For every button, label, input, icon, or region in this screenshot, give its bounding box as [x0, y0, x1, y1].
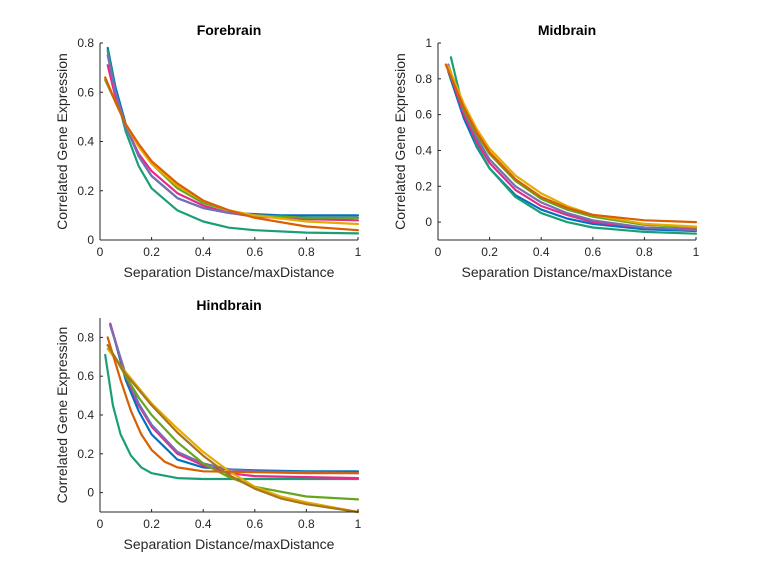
- x-tick-label: 0: [435, 245, 442, 259]
- series-line-7: [444, 63, 698, 224]
- y-tick-label: 0.8: [415, 72, 432, 86]
- series-line-7: [104, 76, 360, 232]
- y-axis-label: Correlated Gene Expression: [54, 53, 70, 230]
- x-axis-label: Separation Distance/maxDistance: [462, 264, 673, 280]
- chart-panel-forebrain: Forebrain 0 0.2 0.4 0.6 0.8 1 0 0.2 0.4 0.6 0.8 Sepa…: [54, 22, 362, 280]
- x-tick-label: 0.8: [298, 517, 315, 531]
- y-tick-label: 0: [425, 215, 432, 229]
- series-line-6: [447, 65, 698, 228]
- x-tick-label: 1: [693, 245, 700, 259]
- x-tick-label: 0.8: [636, 245, 653, 259]
- series-line-3: [106, 64, 360, 222]
- series-line-4: [447, 63, 698, 232]
- x-axis-label: Separation Distance/maxDistance: [124, 264, 335, 280]
- x-tick-label: 0.6: [246, 517, 263, 531]
- x-tick-label: 1: [355, 517, 362, 531]
- chart-panel-midbrain: Midbrain 0 0.2 0.4 0.6 0.8 1 0 0.2 0.4 0.6 0.8 1 Sepa…: [392, 22, 700, 280]
- x-tick-label: 0: [97, 245, 104, 259]
- chart-title: Hindbrain: [196, 297, 261, 313]
- y-tick-label: 0.4: [415, 143, 432, 157]
- x-tick-label: 0.8: [298, 245, 315, 259]
- y-tick-label: 0.6: [77, 369, 94, 383]
- series-line-2: [104, 353, 360, 481]
- x-tick-label: 0.4: [195, 245, 212, 259]
- y-tick-label: 0.2: [415, 179, 432, 193]
- y-axis-label: Correlated Gene Expression: [54, 327, 70, 504]
- series-line-2: [106, 49, 360, 235]
- x-axis-label: Separation Distance/maxDistance: [124, 536, 335, 552]
- y-tick-label: 0.6: [415, 108, 432, 122]
- series-line-1: [447, 70, 698, 233]
- y-tick-label: 0.6: [77, 85, 94, 99]
- chart-panel-hindbrain: Hindbrain 0 0.2 0.4 0.6 0.8 1 0 0.2 0.4 0.6 0.8 Sepa…: [54, 297, 362, 552]
- series-line-4: [106, 54, 360, 219]
- x-tick-label: 0.6: [584, 245, 601, 259]
- series-group: [444, 56, 698, 235]
- y-tick-label: 0.4: [77, 135, 94, 149]
- series-group: [104, 46, 360, 235]
- y-tick-label: 1: [425, 36, 432, 50]
- chart-title: Midbrain: [538, 22, 596, 38]
- y-tick-label: 0.4: [77, 408, 94, 422]
- x-tick-label: 0.4: [533, 245, 550, 259]
- y-tick-label: 0.2: [77, 447, 94, 461]
- series-group: [104, 322, 360, 514]
- x-tick-label: 0.4: [195, 517, 212, 531]
- series-line-1: [106, 46, 360, 217]
- series-line-8: [106, 344, 360, 514]
- y-tick-label: 0: [87, 233, 94, 247]
- x-tick-label: 0.2: [481, 245, 498, 259]
- y-axis-label: Correlated Gene Expression: [392, 53, 408, 230]
- y-tick-label: 0: [87, 486, 94, 500]
- series-line-5: [106, 344, 360, 501]
- y-tick-label: 0.2: [77, 184, 94, 198]
- x-tick-label: 1: [355, 245, 362, 259]
- y-tick-label: 0.8: [77, 36, 94, 50]
- x-tick-label: 0.2: [143, 245, 160, 259]
- chart-title: Forebrain: [197, 22, 262, 38]
- x-tick-label: 0.6: [246, 245, 263, 259]
- series-line-6: [106, 347, 360, 514]
- y-tick-label: 0.8: [77, 330, 94, 344]
- x-tick-label: 0: [97, 517, 104, 531]
- x-tick-label: 0.2: [143, 517, 160, 531]
- series-line-7: [106, 336, 360, 475]
